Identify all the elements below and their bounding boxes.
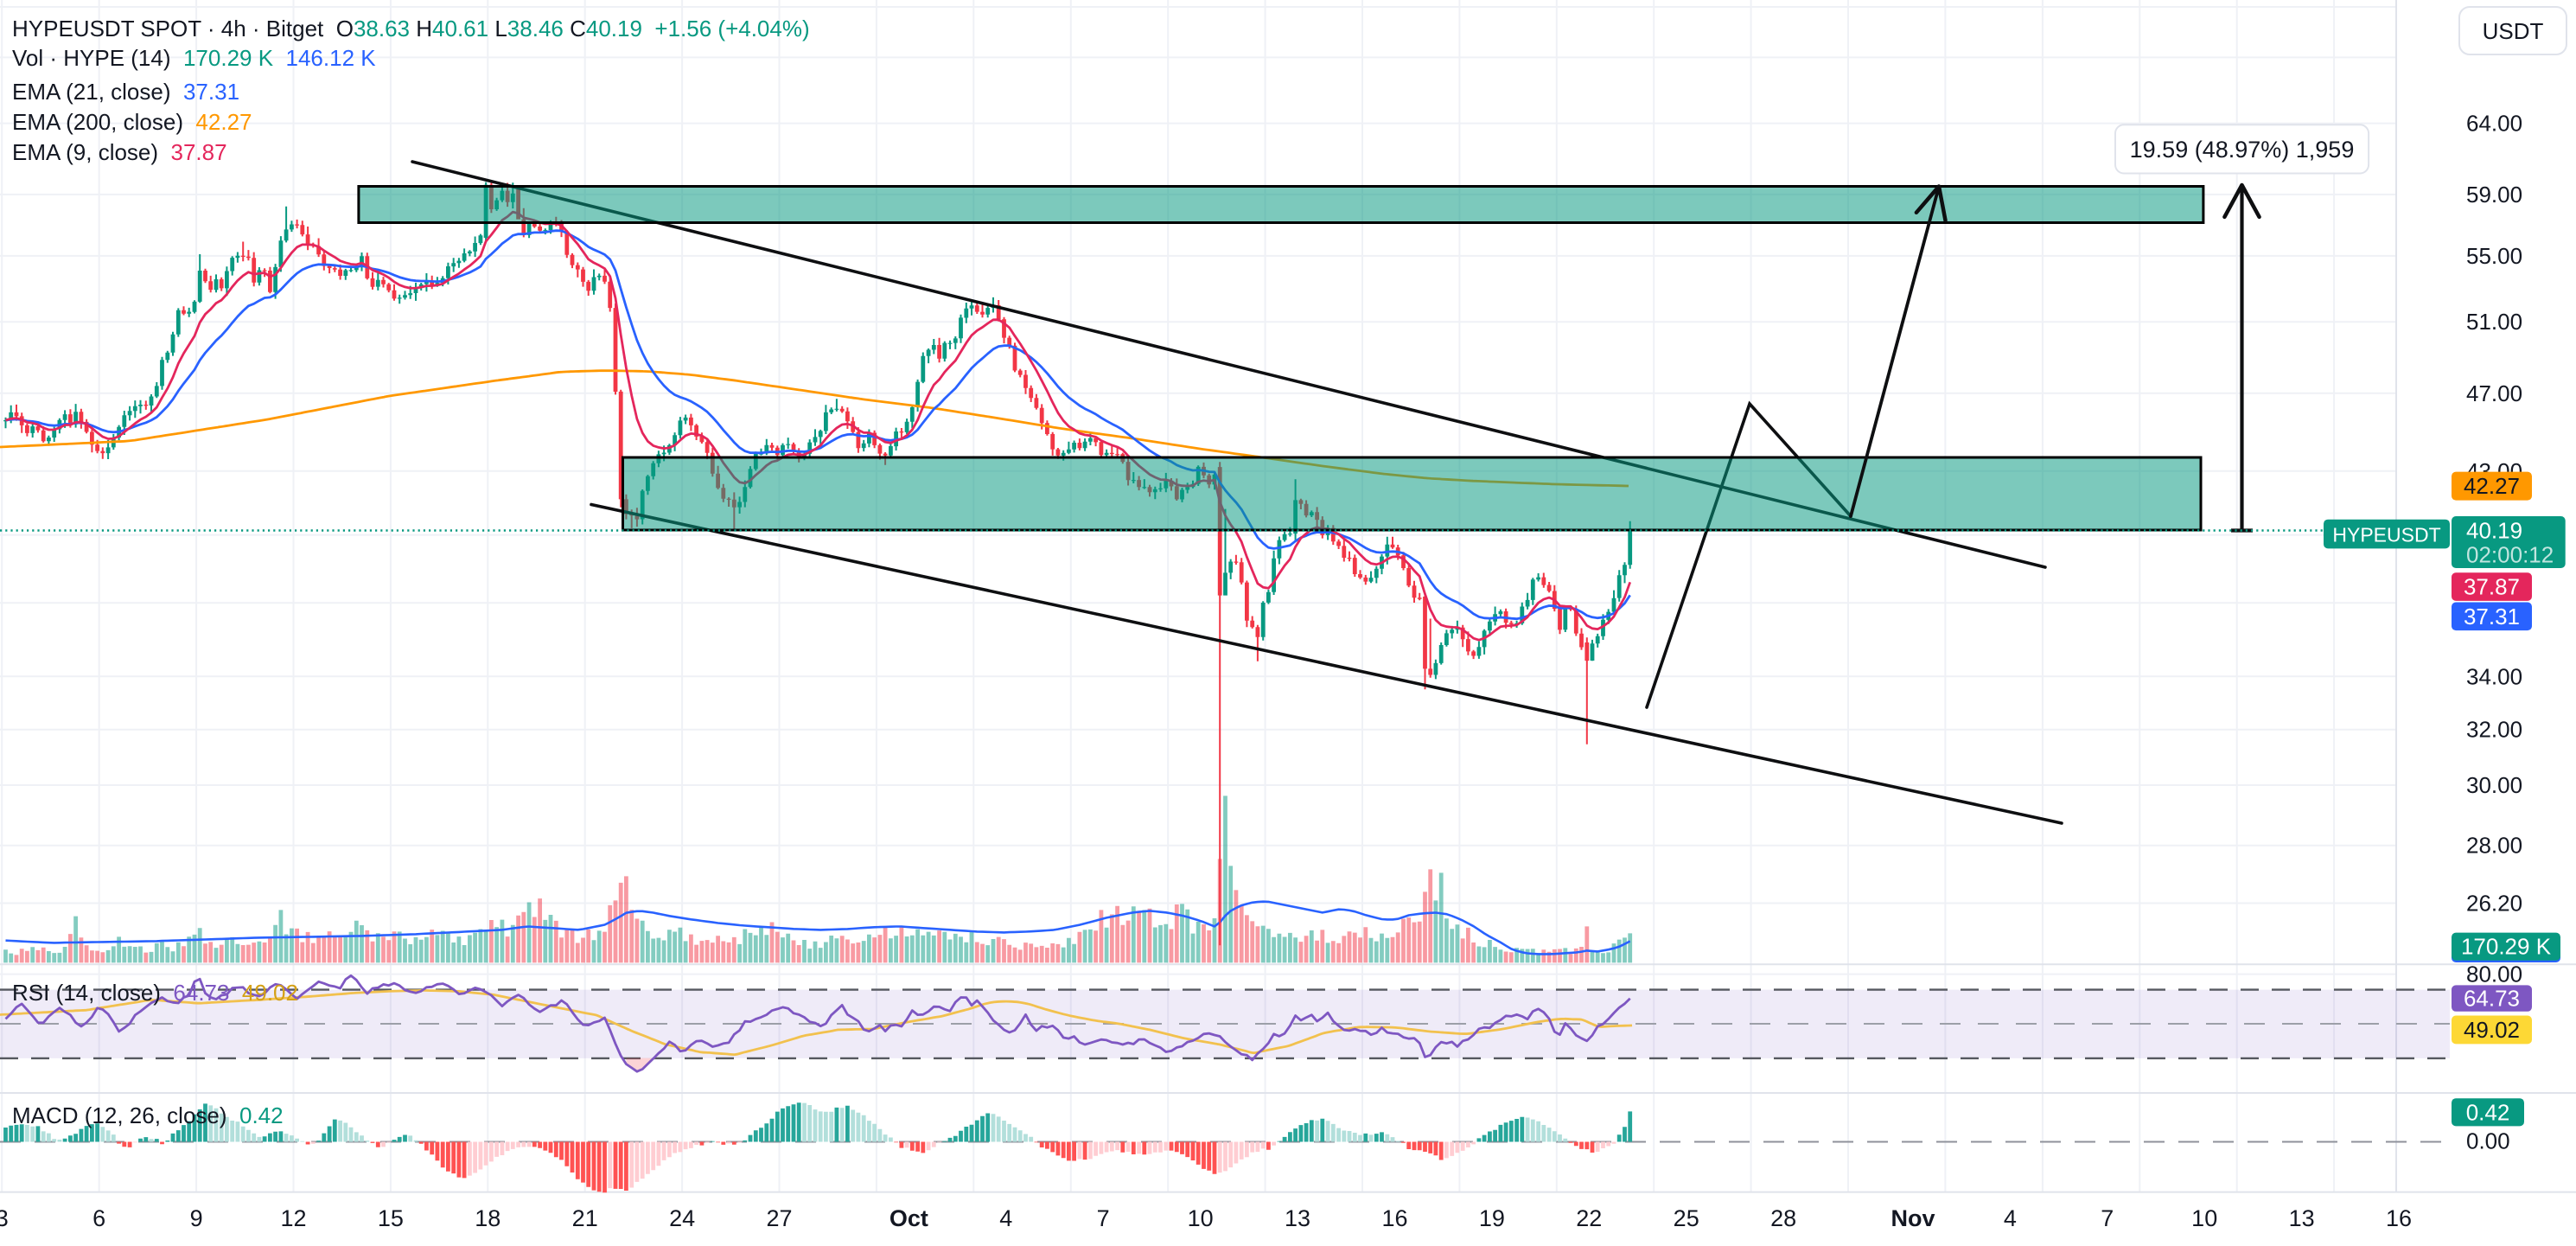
svg-text:EMA (9, close) 37.87: EMA (9, close) 37.87 xyxy=(12,139,227,165)
svg-text:0.42: 0.42 xyxy=(2466,1099,2510,1125)
svg-text:21: 21 xyxy=(572,1205,598,1231)
svg-text:15: 15 xyxy=(378,1205,404,1231)
svg-text:28: 28 xyxy=(1770,1205,1796,1231)
svg-text:37.31: 37.31 xyxy=(2464,604,2520,629)
svg-text:80.00: 80.00 xyxy=(2466,962,2522,987)
svg-text:7: 7 xyxy=(2101,1205,2114,1231)
svg-text:22: 22 xyxy=(1576,1205,1602,1231)
svg-text:30.00: 30.00 xyxy=(2466,772,2522,798)
svg-text:Oct: Oct xyxy=(889,1205,928,1231)
svg-text:34.00: 34.00 xyxy=(2466,663,2522,689)
svg-text:12: 12 xyxy=(280,1205,306,1231)
svg-text:49.02: 49.02 xyxy=(2464,1017,2520,1043)
svg-text:9: 9 xyxy=(190,1205,203,1231)
svg-text:47.00: 47.00 xyxy=(2466,380,2522,406)
svg-text:EMA (200, close) 42.27: EMA (200, close) 42.27 xyxy=(12,109,252,135)
svg-text:MACD (12, 26, close) 0.42: MACD (12, 26, close) 0.42 xyxy=(12,1102,284,1128)
svg-text:16: 16 xyxy=(1381,1205,1407,1231)
svg-text:13: 13 xyxy=(2289,1205,2315,1231)
svg-text:24: 24 xyxy=(669,1205,695,1231)
svg-text:28.00: 28.00 xyxy=(2466,833,2522,859)
svg-text:19: 19 xyxy=(1479,1205,1505,1231)
svg-text:13: 13 xyxy=(1285,1205,1310,1231)
svg-text:10: 10 xyxy=(2191,1205,2217,1231)
svg-text:HYPEUSDT: HYPEUSDT xyxy=(2332,524,2440,546)
svg-text:27: 27 xyxy=(766,1205,792,1231)
svg-text:37.87: 37.87 xyxy=(2464,574,2520,600)
svg-text:64.00: 64.00 xyxy=(2466,111,2522,137)
svg-text:26.20: 26.20 xyxy=(2466,891,2522,917)
svg-text:19.59 (48.97%) 1,959: 19.59 (48.97%) 1,959 xyxy=(2130,137,2355,163)
svg-text:HYPEUSDT SPOT · 4h · Bitget O: HYPEUSDT SPOT · 4h · Bitget O38.63 H40.6… xyxy=(12,16,810,42)
svg-text:7: 7 xyxy=(1097,1205,1110,1231)
svg-text:32.00: 32.00 xyxy=(2466,717,2522,743)
svg-text:64.73: 64.73 xyxy=(2464,986,2520,1012)
svg-text:40.19: 40.19 xyxy=(2466,518,2522,544)
svg-text:59.00: 59.00 xyxy=(2466,182,2522,208)
svg-text:0.00: 0.00 xyxy=(2466,1128,2510,1154)
svg-text:Nov: Nov xyxy=(1891,1205,1935,1231)
svg-text:EMA (21, close) 37.31: EMA (21, close) 37.31 xyxy=(12,79,239,105)
svg-text:4: 4 xyxy=(2004,1205,2017,1231)
svg-text:55.00: 55.00 xyxy=(2466,243,2522,269)
svg-text:Vol · HYPE (14) 170.29 K 146: Vol · HYPE (14) 170.29 K 146.12 K xyxy=(12,45,376,71)
svg-text:USDT: USDT xyxy=(2483,18,2544,44)
svg-text:25: 25 xyxy=(1674,1205,1699,1231)
svg-text:3: 3 xyxy=(0,1205,9,1231)
svg-text:RSI (14, close) 64.73 49.02: RSI (14, close) 64.73 49.02 xyxy=(12,980,298,1006)
svg-text:4: 4 xyxy=(999,1205,1012,1231)
svg-text:18: 18 xyxy=(475,1205,501,1231)
svg-text:16: 16 xyxy=(2386,1205,2412,1231)
svg-text:51.00: 51.00 xyxy=(2466,309,2522,335)
svg-text:170.29 K: 170.29 K xyxy=(2461,934,2552,960)
svg-text:02:00:12: 02:00:12 xyxy=(2466,542,2554,568)
svg-text:42.27: 42.27 xyxy=(2464,473,2520,499)
svg-text:6: 6 xyxy=(92,1205,105,1231)
svg-text:10: 10 xyxy=(1188,1205,1214,1231)
